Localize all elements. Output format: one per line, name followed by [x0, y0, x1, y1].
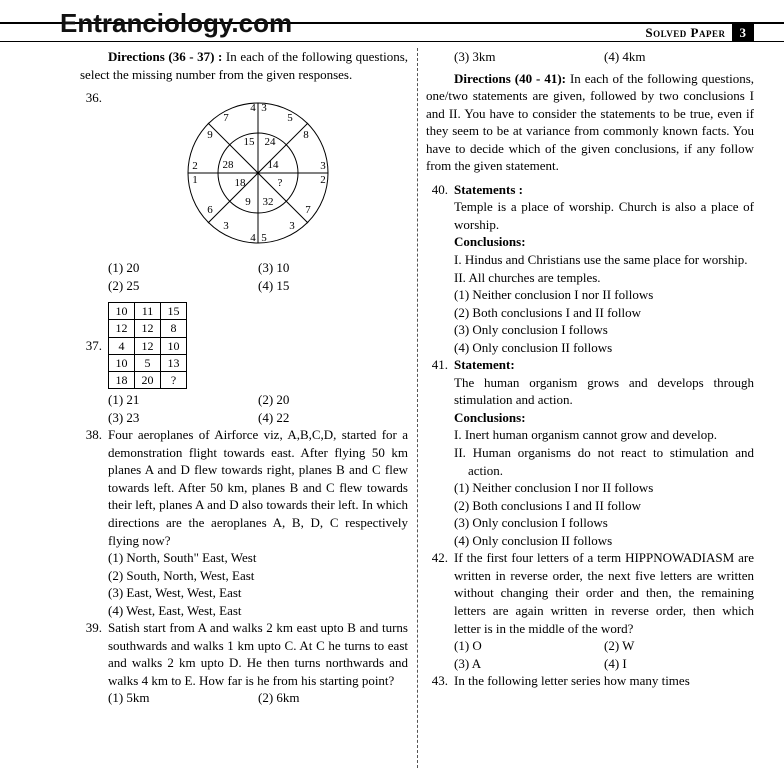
q42-opt4: (4) I	[604, 655, 754, 673]
q41-opt4: (4) Only conclusion II follows	[454, 532, 754, 550]
q39-opt4: (4) 4km	[604, 48, 754, 66]
q37-opt2: (2) 20	[258, 391, 408, 409]
q43-number: 43.	[426, 672, 454, 690]
q37-opt4: (4) 22	[258, 409, 408, 427]
svg-text:9: 9	[245, 196, 251, 208]
question-38: 38. Four aeroplanes of Airforce viz, A,B…	[80, 426, 408, 549]
header-label: Solved Paper	[645, 24, 731, 42]
svg-text:5: 5	[261, 232, 267, 244]
q38-opt3: (3) East, West, West, East	[108, 584, 408, 602]
q42-text: If the first four letters of a term HIPP…	[454, 549, 754, 637]
q40-conclusions-heading: Conclusions:	[454, 234, 526, 249]
q39-text: Satish start from A and walks 2 km east …	[108, 619, 408, 689]
svg-text:7: 7	[223, 112, 229, 124]
question-43: 43. In the following letter series how m…	[426, 672, 754, 690]
q41-opt1: (1) Neither conclusion I nor II follows	[454, 479, 754, 497]
q41-conclusion-2: II. Human organisms do not react to stim…	[454, 444, 754, 479]
q41-statement: The human organism grows and develops th…	[454, 374, 754, 409]
q43-text: In the following letter series how many …	[454, 672, 754, 690]
svg-text:3: 3	[289, 220, 295, 232]
question-37: 37. 101115 12128 41210 10513 1820?	[80, 300, 408, 391]
q37-options: (1) 21 (2) 20 (3) 23 (4) 22	[108, 391, 408, 426]
svg-text:2: 2	[320, 174, 326, 186]
q42-number: 42.	[426, 549, 454, 637]
q37-opt1: (1) 21	[108, 391, 258, 409]
question-40: 40. Statements :	[426, 181, 754, 199]
q40-options: (1) Neither conclusion I nor II follows …	[454, 286, 754, 356]
svg-text:15: 15	[244, 136, 256, 148]
watermark-text: Entranciology.com	[60, 6, 292, 41]
q40-opt3: (3) Only conclusion I follows	[454, 321, 754, 339]
q38-opt4: (4) West, East, West, East	[108, 602, 408, 620]
q36-number: 36.	[80, 89, 108, 259]
svg-text:18: 18	[235, 177, 247, 189]
q41-conclusions-heading: Conclusions:	[454, 410, 526, 425]
q38-number: 38.	[80, 426, 108, 549]
svg-text:2: 2	[192, 160, 198, 172]
q36-opt3: (3) 10	[258, 259, 408, 277]
directions-40-41-bold: Directions (40 - 41):	[454, 71, 566, 86]
q42-opt3: (3) A	[454, 655, 604, 673]
svg-text:4: 4	[250, 102, 256, 114]
page-number: 3	[732, 23, 755, 43]
q39-opt3: (3) 3km	[454, 48, 604, 66]
q38-opt2: (2) South, North, West, East	[108, 567, 408, 585]
q41-number: 41.	[426, 356, 454, 374]
q39-number: 39.	[80, 619, 108, 689]
q40-opt2: (2) Both conclusions I and II follow	[454, 304, 754, 322]
q40-conclusion-1: I. Hindus and Christians use the same pl…	[454, 251, 754, 269]
svg-text:4: 4	[250, 232, 256, 244]
q41-opt2: (2) Both conclusions I and II follow	[454, 497, 754, 515]
page-body: Directions (36 - 37) : In each of the fo…	[80, 48, 754, 768]
question-39: 39. Satish start from A and walks 2 km e…	[80, 619, 408, 689]
q38-opt1: (1) North, South" East, West	[108, 549, 408, 567]
q36-options: (1) 20 (3) 10 (2) 25 (4) 15	[108, 259, 408, 294]
q38-options: (1) North, South" East, West (2) South, …	[108, 549, 408, 619]
svg-text:3: 3	[320, 160, 326, 172]
q37-number: 37.	[80, 337, 108, 355]
q36-opt2: (2) 25	[108, 277, 258, 295]
svg-text:3: 3	[261, 102, 267, 114]
svg-text:7: 7	[305, 204, 311, 216]
svg-text:?: ?	[278, 177, 283, 189]
q40-conclusion-2: II. All churches are temples.	[454, 269, 754, 287]
q37-table: 101115 12128 41210 10513 1820?	[108, 302, 187, 389]
q41-conclusion-1: I. Inert human organism cannot grow and …	[454, 426, 754, 444]
q38-text: Four aeroplanes of Airforce viz, A,B,C,D…	[108, 426, 408, 549]
q36-opt4: (4) 15	[258, 277, 408, 295]
q42-options: (1) O (2) W (3) A (4) I	[454, 637, 754, 672]
q40-opt1: (1) Neither conclusion I nor II follows	[454, 286, 754, 304]
svg-text:14: 14	[268, 159, 280, 171]
q41-opt3: (3) Only conclusion I follows	[454, 514, 754, 532]
directions-36-37-bold: Directions (36 - 37) :	[108, 49, 222, 64]
q36-wheel-diagram: 43 58 32 73 54 36 12 97 1524 2814 18? 93…	[178, 93, 338, 253]
svg-text:6: 6	[207, 204, 213, 216]
q40-number: 40.	[426, 181, 454, 199]
svg-text:3: 3	[223, 220, 229, 232]
q40-heading: Statements :	[454, 182, 523, 197]
q39-opt1: (1) 5km	[108, 689, 258, 707]
q36-opt1: (1) 20	[108, 259, 258, 277]
directions-36-37: Directions (36 - 37) : In each of the fo…	[80, 48, 408, 83]
svg-text:28: 28	[223, 159, 235, 171]
svg-text:32: 32	[263, 196, 274, 208]
directions-40-41: Directions (40 - 41): In each of the fol…	[426, 70, 754, 175]
question-41: 41. Statement:	[426, 356, 754, 374]
svg-text:1: 1	[192, 174, 198, 186]
q37-opt3: (3) 23	[108, 409, 258, 427]
svg-text:24: 24	[265, 136, 277, 148]
q40-statement: Temple is a place of worship. Church is …	[454, 198, 754, 233]
svg-text:5: 5	[287, 112, 293, 124]
q40-opt4: (4) Only conclusion II follows	[454, 339, 754, 357]
q42-opt1: (1) O	[454, 637, 604, 655]
q39-opt2: (2) 6km	[258, 689, 408, 707]
q41-options: (1) Neither conclusion I nor II follows …	[454, 479, 754, 549]
q42-opt2: (2) W	[604, 637, 754, 655]
svg-text:9: 9	[207, 129, 213, 141]
svg-text:8: 8	[303, 129, 309, 141]
question-42: 42. If the first four letters of a term …	[426, 549, 754, 637]
question-36: 36. 43 58 32 73 54 36 12	[80, 89, 408, 259]
q41-heading: Statement:	[454, 357, 515, 372]
